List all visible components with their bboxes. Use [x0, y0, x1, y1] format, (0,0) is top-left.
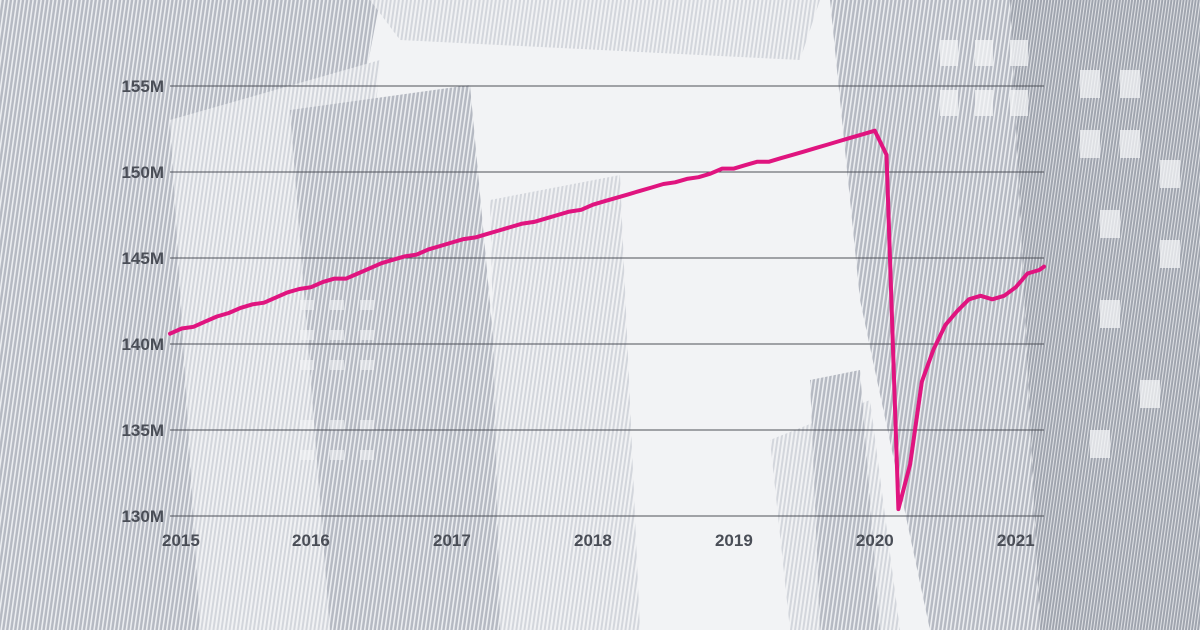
x-tick-label: 2020	[856, 531, 894, 550]
x-tick-label: 2015	[162, 531, 200, 550]
x-tick-label: 2018	[574, 531, 612, 550]
x-tick-label: 2017	[433, 531, 471, 550]
y-tick-label: 145M	[121, 249, 164, 268]
gridlines	[170, 85, 1044, 517]
y-tick-label: 135M	[121, 421, 164, 440]
series-layer	[168, 128, 1046, 512]
series-line-0	[168, 128, 1046, 512]
x-tick-label: 2021	[997, 531, 1035, 550]
x-axis-ticks: 2015 2016 2017 2018 2019 2020 2021	[162, 531, 1035, 550]
x-tick-label: 2019	[715, 531, 753, 550]
x-tick-label: 2016	[292, 531, 330, 550]
y-axis-ticks: 130M 135M 140M 145M 150M 155M	[121, 77, 164, 526]
y-tick-label: 150M	[121, 163, 164, 182]
y-tick-label: 140M	[121, 335, 164, 354]
y-tick-label: 155M	[121, 77, 164, 96]
y-tick-label: 130M	[121, 507, 164, 526]
